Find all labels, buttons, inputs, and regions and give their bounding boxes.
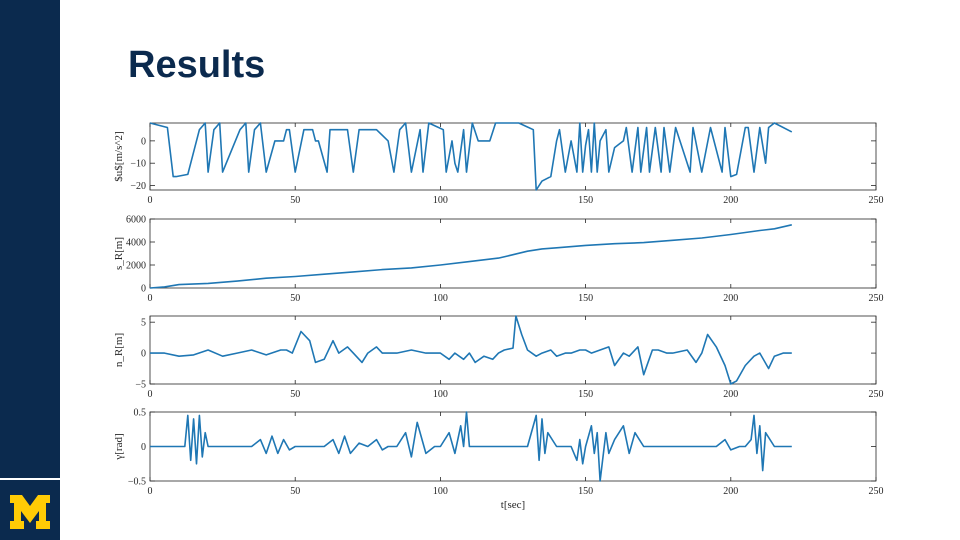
x-tick-label: 50	[290, 486, 300, 497]
series-line-4	[150, 411, 792, 482]
x-tick-label: 250	[869, 486, 884, 497]
x-tick-label: 200	[723, 486, 738, 497]
y-axis-label: s_R[m]	[113, 237, 125, 270]
y-tick-label: 6000	[126, 215, 146, 226]
plot-frame	[149, 122, 877, 191]
series-line-2	[149, 224, 792, 289]
sidebar-top-band	[0, 0, 60, 478]
x-tick-label: 50	[290, 195, 300, 206]
x-tick-label: 0	[148, 389, 153, 400]
x-tick-label: 50	[290, 389, 300, 400]
y-tick-label: 2000	[126, 261, 146, 272]
y-tick-label: −10	[130, 159, 146, 170]
y-tick-label: −20	[130, 181, 146, 192]
x-axis-label: t[sec]	[501, 499, 525, 511]
x-tick-label: 100	[433, 389, 448, 400]
x-tick-label: 100	[433, 195, 448, 206]
y-tick-label: 0	[141, 284, 146, 295]
slide-title: Results	[128, 44, 266, 86]
plot-frame	[149, 218, 877, 289]
x-tick-label: 150	[578, 389, 593, 400]
block-m-logo	[10, 495, 50, 529]
chart-panel-1: 0 50 100 150 200 250 −20 −10 0 $u$[m/s^2]	[113, 122, 884, 206]
x-tick-label: 250	[869, 389, 884, 400]
chart-panel-4: 0 50 100 150 200 250−0.500.5γ[rad]t[sec]	[113, 408, 884, 512]
y-tick-label: 5	[141, 318, 146, 329]
y-tick-label: −5	[135, 380, 146, 391]
x-tick-label: 150	[578, 486, 593, 497]
x-tick-label: 200	[723, 195, 738, 206]
x-tick-label: 0	[148, 486, 153, 497]
y-tick-label: 4000	[126, 238, 146, 249]
sidebar-band	[0, 0, 60, 540]
x-tick-label: 0	[148, 195, 153, 206]
x-tick-label: 50	[290, 293, 300, 304]
y-tick-label: −0.5	[128, 477, 146, 488]
y-axis-label: γ[rad]	[113, 433, 125, 460]
x-tick-label: 200	[723, 389, 738, 400]
x-tick-label: 150	[578, 195, 593, 206]
y-axis-label: $u$[m/s^2]	[113, 131, 125, 181]
x-tick-label: 250	[869, 195, 884, 206]
y-tick-label: 0	[141, 136, 146, 147]
x-tick-label: 100	[433, 486, 448, 497]
plot-frame	[149, 315, 877, 385]
series-line-1	[149, 122, 793, 191]
y-tick-label: 0.5	[134, 408, 147, 419]
series-line-3	[150, 315, 792, 385]
x-tick-label: 0	[148, 293, 153, 304]
y-axis-label: n_R[m]	[113, 333, 125, 367]
x-tick-label: 100	[433, 293, 448, 304]
y-tick-label: 0	[141, 442, 146, 453]
x-tick-label: 250	[869, 293, 884, 304]
x-tick-label: 200	[723, 293, 738, 304]
sidebar-separator	[0, 478, 60, 480]
x-tick-label: 150	[578, 293, 593, 304]
y-tick-label: 0	[141, 349, 146, 360]
